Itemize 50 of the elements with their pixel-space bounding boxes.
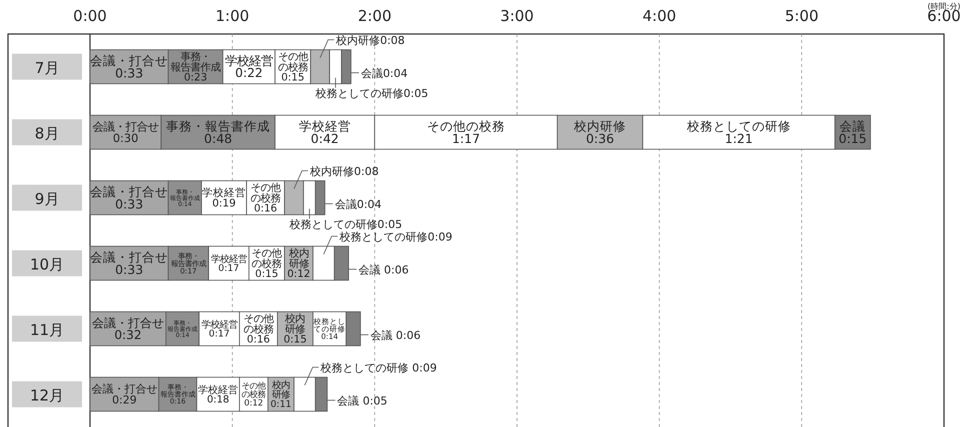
- data-label: その他の校務0:16: [243, 313, 274, 346]
- x-tick-label: 5:00: [784, 7, 819, 25]
- data-label: 会議・打合せ0:33: [90, 52, 168, 80]
- data-label: 学校経営0:18: [198, 384, 238, 406]
- data-label: 校内研修0:11: [270, 380, 292, 410]
- x-axis-title: (時間:分): [928, 2, 960, 11]
- data-label: 事務・報告書作成0:23: [170, 51, 221, 84]
- data-label: 校務としての研修 0:09: [320, 361, 437, 374]
- data-label: その他の校務0:16: [250, 182, 281, 215]
- data-label: 校内研修0:15: [284, 313, 307, 346]
- data-label: 会議・打合せ0:32: [92, 316, 164, 342]
- data-label: 会議・打合せ0:33: [90, 249, 168, 277]
- data-label: 学校経営0:17: [201, 319, 238, 340]
- data-label: 会議0:04: [360, 66, 408, 80]
- x-tick-label: 2:00: [358, 7, 392, 25]
- x-tick-label: 1:00: [215, 7, 250, 25]
- data-label: 校内研修0:08: [309, 164, 379, 178]
- data-label: 校務としての研修0:05: [288, 218, 402, 231]
- y-tick-label: 11月: [30, 320, 64, 339]
- y-tick-label: 10月: [30, 255, 64, 274]
- data-label: 校内研修0:08: [335, 34, 405, 47]
- data-label: その他の校務1:17: [426, 118, 505, 146]
- data-label: 校務としての研修1:21: [686, 118, 791, 146]
- data-label: その他の校務0:15: [278, 51, 308, 84]
- data-label: その他の校務0:15: [252, 248, 282, 280]
- data-label: 会議 0:06: [358, 263, 409, 276]
- y-tick-label: 12月: [30, 386, 64, 404]
- data-label: 会議 0:05: [337, 394, 388, 408]
- data-label: 校内研修0:36: [573, 118, 626, 146]
- y-tick-label: 9月: [34, 190, 60, 208]
- data-label: 学校経営0:22: [224, 54, 273, 80]
- y-tick-label: 7月: [34, 58, 60, 77]
- data-label: 会議0:15: [838, 118, 867, 146]
- x-tick-label: 4:00: [642, 7, 676, 25]
- y-tick-label: 8月: [34, 124, 60, 142]
- data-label: 校務としての研修0:05: [314, 86, 428, 100]
- data-label: 事務・報告書作成0:48: [166, 118, 270, 146]
- data-label: その他の校務0:12: [242, 380, 266, 408]
- data-label: 会議・打合せ0:33: [90, 184, 168, 212]
- data-label: 校内研修0:12: [287, 248, 310, 280]
- data-label: 会議0:04: [334, 198, 382, 211]
- data-label: 校務としての研修0:09: [338, 230, 452, 244]
- data-label: 会議 0:06: [370, 328, 421, 342]
- data-label: 会議・打合せ0:29: [91, 382, 158, 407]
- x-tick-label: 3:00: [500, 7, 534, 25]
- data-label: 学校経営0:42: [298, 118, 351, 146]
- data-label: 学校経営0:19: [202, 186, 246, 210]
- data-label: 会議・打合せ0:30: [92, 120, 159, 145]
- data-label: 学校経営0:17: [210, 254, 247, 274]
- x-tick-label: 0:00: [73, 7, 107, 25]
